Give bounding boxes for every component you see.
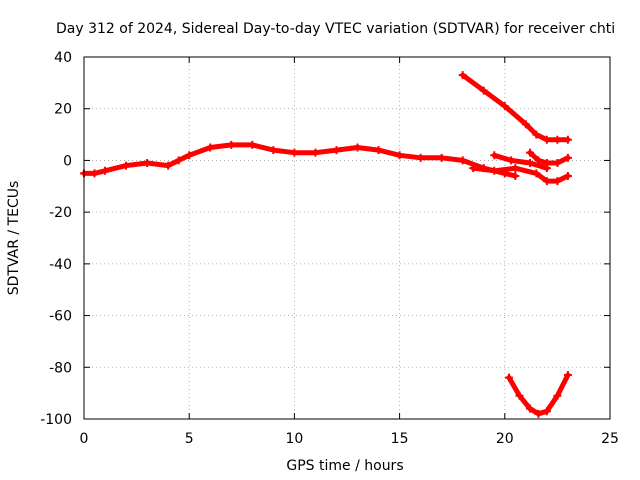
data-point [563, 371, 572, 380]
data-point [290, 148, 299, 157]
series-branch-mid [491, 152, 550, 171]
data-point [395, 151, 404, 160]
grid-lines [84, 57, 610, 419]
data-point [563, 171, 572, 180]
x-tick-label: 10 [285, 431, 303, 447]
x-tick-label: 5 [185, 431, 194, 447]
data-point [490, 151, 499, 160]
data-point [534, 409, 543, 418]
data-point [532, 130, 541, 139]
y-tick-label: 20 [54, 102, 72, 118]
data-point [505, 373, 514, 382]
data-point [164, 161, 173, 170]
data-point [542, 407, 551, 416]
data-point [416, 153, 425, 162]
x-tick-label: 20 [496, 431, 514, 447]
series-arc-rising-late [527, 150, 571, 166]
axis-ticks [83, 56, 611, 420]
data-point [227, 140, 236, 149]
data-point [563, 153, 572, 162]
y-tick-label: -100 [40, 412, 72, 428]
y-tick-labels: -100 -80 -60 -40 -20 0 20 40 [40, 50, 72, 428]
data-point [185, 151, 194, 160]
data-point [101, 166, 110, 175]
data-point [269, 146, 278, 155]
x-tick-label: 0 [80, 431, 89, 447]
data-point [353, 143, 362, 152]
y-axis-label: SDTVAR / TECUs [6, 181, 22, 296]
data-point [526, 148, 535, 157]
data-point [553, 391, 562, 400]
series-arc-bottom-u [506, 372, 571, 417]
data-point [174, 156, 183, 165]
data-point [542, 177, 551, 186]
data-point [374, 146, 383, 155]
data-point [542, 135, 551, 144]
series-group [80, 71, 572, 418]
data-point [332, 146, 341, 155]
data-point [311, 148, 320, 157]
data-point [563, 135, 572, 144]
data-point [553, 177, 562, 186]
data-point [532, 169, 541, 178]
data-point [458, 71, 467, 80]
data-point [437, 153, 446, 162]
data-point [490, 166, 499, 175]
x-tick-labels: 0 5 10 15 20 25 [80, 431, 619, 447]
y-tick-label: -60 [49, 309, 72, 325]
y-tick-label: -20 [49, 205, 72, 221]
data-point [500, 102, 509, 111]
x-tick-label: 25 [601, 431, 619, 447]
plot-frame [83, 56, 611, 420]
data-point [248, 140, 257, 149]
x-tick-label: 15 [391, 431, 409, 447]
data-point [206, 143, 215, 152]
series-arc-low-mid [470, 165, 571, 184]
data-point [526, 159, 535, 168]
data-point [143, 159, 152, 168]
data-point [507, 156, 516, 165]
data-point [553, 159, 562, 168]
data-point [90, 169, 99, 178]
data-point [458, 156, 467, 165]
y-tick-label: 40 [54, 50, 72, 66]
data-point [511, 171, 520, 180]
y-tick-label: 0 [63, 153, 72, 169]
data-point [553, 135, 562, 144]
data-point [469, 164, 478, 173]
y-tick-label: -40 [49, 257, 72, 273]
data-point [479, 86, 488, 95]
chart-title: Day 312 of 2024, Sidereal Day-to-day VTE… [56, 21, 615, 37]
x-axis-label: GPS time / hours [286, 458, 403, 474]
data-point [542, 164, 551, 173]
data-point [122, 161, 131, 170]
data-point [511, 164, 520, 173]
data-point [521, 120, 530, 129]
series-arc-descending-high [460, 72, 571, 143]
data-point [515, 391, 524, 400]
data-point [526, 404, 535, 413]
y-tick-label: -80 [49, 360, 72, 376]
